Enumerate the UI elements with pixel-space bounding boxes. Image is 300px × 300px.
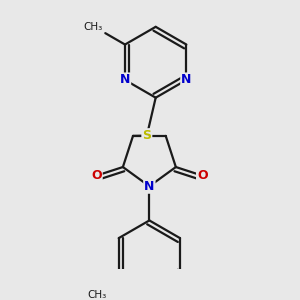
Text: CH₃: CH₃ [83, 22, 103, 32]
Text: N: N [120, 74, 130, 86]
Text: O: O [91, 169, 102, 182]
Text: S: S [142, 129, 151, 142]
Text: N: N [181, 74, 192, 86]
Text: O: O [197, 169, 208, 182]
Text: CH₃: CH₃ [87, 290, 106, 300]
Text: N: N [144, 180, 154, 193]
